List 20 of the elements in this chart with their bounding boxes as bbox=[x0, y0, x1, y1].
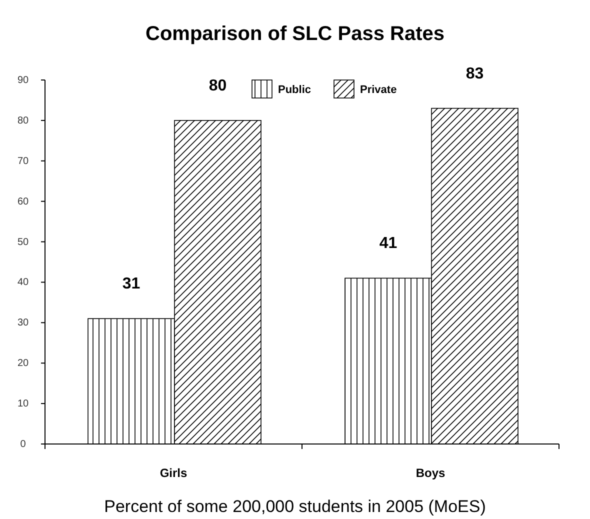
y-tick-label: 90 bbox=[17, 75, 29, 86]
y-tick-label: 50 bbox=[17, 236, 29, 248]
data-label: 31 bbox=[122, 276, 140, 293]
y-tick-label: 0 bbox=[20, 439, 26, 450]
data-label: 80 bbox=[208, 77, 227, 94]
y-tick-label: 10 bbox=[17, 398, 29, 410]
data-label: 41 bbox=[379, 235, 398, 252]
data-label: 83 bbox=[466, 65, 484, 82]
x-tick-label: Girls bbox=[160, 466, 188, 480]
y-tick-label: 60 bbox=[17, 196, 29, 208]
chart-title: Comparison of SLC Pass Rates bbox=[146, 23, 444, 45]
y-tick-label: 30 bbox=[17, 318, 29, 329]
y-tick-label: 20 bbox=[17, 358, 29, 370]
y-tick-label: 70 bbox=[17, 156, 29, 167]
legend-label: Public bbox=[278, 84, 312, 96]
x-tick-label: Boys bbox=[416, 466, 446, 480]
y-tick-label: 40 bbox=[17, 277, 29, 288]
text: Percent of some 200,000 students in 2005 (MoES) bbox=[104, 497, 486, 516]
y-tick-label: 80 bbox=[17, 115, 29, 126]
legend-label: Private bbox=[360, 84, 397, 96]
